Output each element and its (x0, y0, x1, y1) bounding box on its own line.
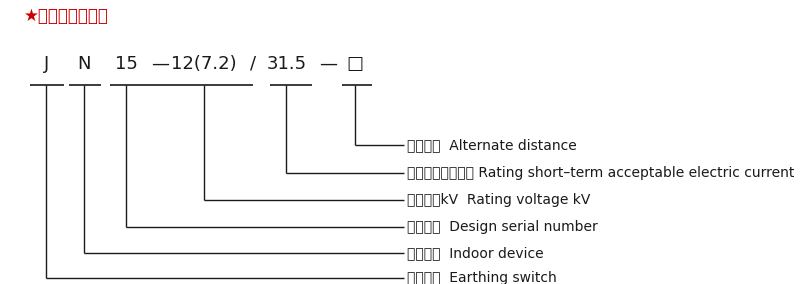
Text: 户内装置  Indoor device: 户内装置 Indoor device (407, 246, 544, 260)
Text: /: / (250, 55, 256, 73)
Text: 接地开关  Earthing switch: 接地开关 Earthing switch (407, 271, 557, 284)
Text: 设计序号  Design serial number: 设计序号 Design serial number (407, 220, 598, 234)
Text: N: N (78, 55, 90, 73)
Text: 31.5: 31.5 (266, 55, 306, 73)
Text: —: — (319, 55, 337, 73)
Text: J: J (44, 55, 49, 73)
Text: □: □ (346, 55, 364, 73)
Text: 额定短时耐受电流 Rating short–term acceptable electric current: 额定短时耐受电流 Rating short–term acceptable el… (407, 166, 794, 180)
Text: 额定电压kV  Rating voltage kV: 额定电压kV Rating voltage kV (407, 193, 590, 207)
Text: 相间距离  Alternate distance: 相间距离 Alternate distance (407, 138, 577, 152)
Text: 12(7.2): 12(7.2) (171, 55, 237, 73)
Text: ★产品型号及含义: ★产品型号及含义 (24, 7, 109, 25)
Text: 15: 15 (115, 55, 138, 73)
Text: —: — (151, 55, 169, 73)
